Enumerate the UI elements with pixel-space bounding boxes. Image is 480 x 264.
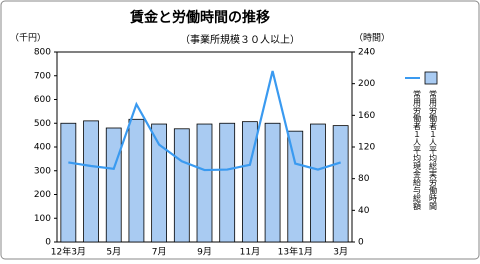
y-tick-label: 0 xyxy=(45,238,51,248)
x-tick-label: 11月 xyxy=(240,247,260,258)
y-tick-label: 800 xyxy=(34,48,51,58)
y2-tick-label: 160 xyxy=(358,111,375,121)
y-tick-label: 200 xyxy=(34,190,51,200)
y-tick-label: 100 xyxy=(34,214,51,224)
x-tick-label: 7月 xyxy=(152,247,167,258)
bar xyxy=(173,128,190,243)
bar xyxy=(264,122,281,243)
legend-bar-swatch xyxy=(424,71,438,85)
y-tick-label: 400 xyxy=(34,143,51,153)
bar xyxy=(310,123,326,243)
y-tick-label: 500 xyxy=(34,119,51,129)
bar xyxy=(287,130,304,243)
line xyxy=(68,70,341,172)
chart-subtitle: （事業所規模３０人以上） xyxy=(180,33,300,46)
bar xyxy=(128,118,145,243)
bar xyxy=(105,127,122,243)
y2-tick-label: 0 xyxy=(358,238,364,248)
x-tick-label: 5月 xyxy=(106,247,121,258)
bar xyxy=(219,122,236,243)
legend-label: 常用労働者１人平均総実労働時間 xyxy=(429,90,438,211)
y-tick-label: 700 xyxy=(34,71,51,81)
x-tick-label: 12年3月 xyxy=(51,246,86,258)
x-tick-label: 9月 xyxy=(197,247,212,258)
legend-label: 常用労働者１人平均現金給与総額 xyxy=(413,90,422,211)
y2-tick-label: 240 xyxy=(358,48,375,58)
y2-tick-label: 80 xyxy=(358,174,370,184)
bar xyxy=(83,120,99,243)
bar xyxy=(196,123,213,243)
bar xyxy=(60,122,77,243)
x-tick-label: 13年1月 xyxy=(278,246,313,258)
y2-tick-label: 200 xyxy=(358,79,375,89)
x-tick-label: 3月 xyxy=(333,247,348,258)
y2-axis-label: （時間） xyxy=(354,33,390,44)
bar xyxy=(332,125,349,243)
y-tick-label: 300 xyxy=(34,166,51,176)
y2-tick-label: 120 xyxy=(358,143,375,153)
y-tick-label: 600 xyxy=(34,95,51,105)
y-axis-label: （千円） xyxy=(10,33,46,44)
chart-title: 賃金と労働時間の推移 xyxy=(129,9,270,26)
y2-tick-label: 40 xyxy=(358,206,370,216)
bar xyxy=(151,123,168,243)
